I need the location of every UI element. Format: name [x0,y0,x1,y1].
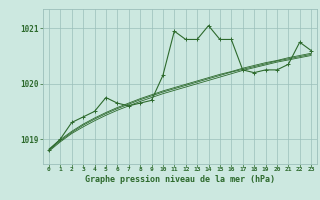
X-axis label: Graphe pression niveau de la mer (hPa): Graphe pression niveau de la mer (hPa) [85,175,275,184]
